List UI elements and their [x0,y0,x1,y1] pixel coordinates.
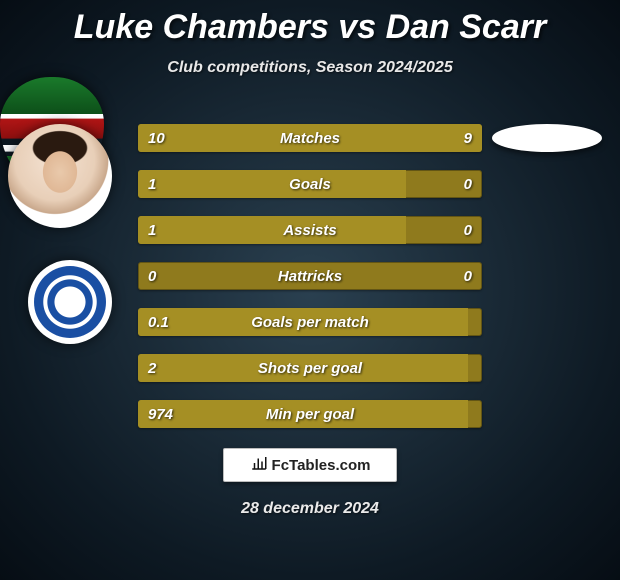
club1-badge-icon [28,260,112,344]
club1-badge-inner [34,266,106,338]
stat-row: 10Matches9 [138,124,482,152]
subtitle: Club competitions, Season 2024/2025 [0,59,620,77]
stat-row: 1Goals0 [138,170,482,198]
player1-avatar [8,124,112,228]
stats-bars: 10Matches91Goals01Assists00Hattricks00.1… [138,124,482,446]
stat-row: 0Hattricks0 [138,262,482,290]
stat-label: Matches [138,124,482,152]
stat-label: Goals [138,170,482,198]
branding-badge: FcTables.com [223,448,397,482]
stat-label: Goals per match [138,308,482,336]
stat-row: 0.1Goals per match [138,308,482,336]
player1-face [8,124,112,228]
stat-label: Min per goal [138,400,482,428]
stat-value-right: 0 [464,170,472,198]
stat-label: Shots per goal [138,354,482,382]
stat-value-right: 0 [464,216,472,244]
stat-row: 974Min per goal [138,400,482,428]
stat-row: 1Assists0 [138,216,482,244]
stat-value-right: 9 [464,124,472,152]
stat-label: Hattricks [138,262,482,290]
branding-text: FcTables.com [272,457,371,474]
chart-icon [250,454,268,476]
stat-value-right: 0 [464,262,472,290]
player2-shape-icon [492,124,602,152]
date-text: 28 december 2024 [0,500,620,518]
stat-row: 2Shots per goal [138,354,482,382]
stat-label: Assists [138,216,482,244]
page-title: Luke Chambers vs Dan Scarr [0,0,620,47]
